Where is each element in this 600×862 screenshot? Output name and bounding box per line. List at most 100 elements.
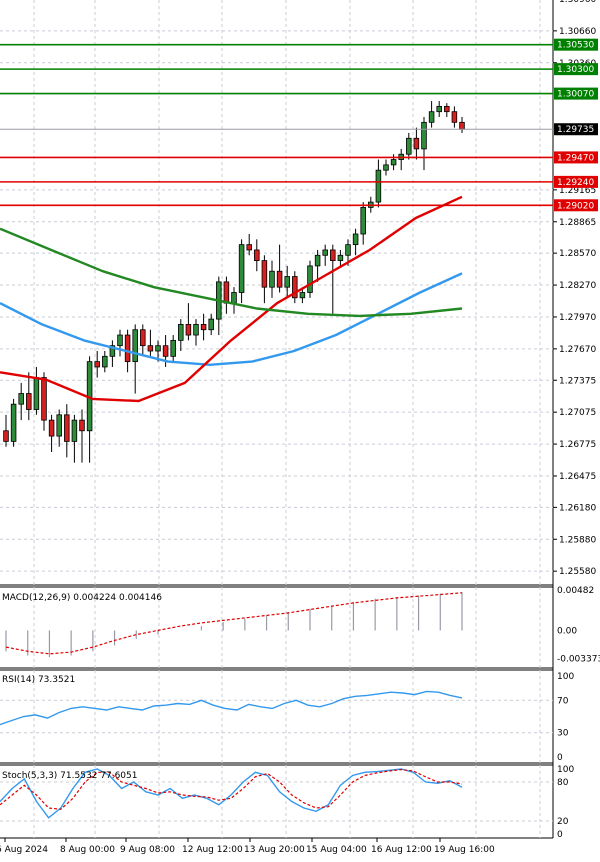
candle-body <box>451 111 458 123</box>
candle-body <box>18 393 24 405</box>
candle-body <box>193 324 199 336</box>
rsi-tick-label: 30 <box>557 729 569 739</box>
candle-body <box>33 377 40 410</box>
candle-body <box>261 260 268 288</box>
rsi-tick-label: 70 <box>557 696 569 706</box>
price-tick-label: 1.26775 <box>559 440 596 450</box>
candle-body <box>10 403 17 442</box>
candle-body <box>322 249 328 256</box>
candle-body <box>223 281 230 304</box>
stoch-d-line <box>0 768 463 810</box>
candle-body <box>254 249 260 261</box>
candle-body <box>56 414 62 437</box>
level-price-tag <box>554 199 598 212</box>
candle-body <box>292 276 298 299</box>
level-price-tag <box>554 63 598 76</box>
candle-body <box>428 111 435 123</box>
price-tick-label: 1.27075 <box>559 408 596 418</box>
x-axis-label: 9 Aug 08:00 <box>120 845 175 855</box>
price-tick-label: 1.27375 <box>559 376 596 386</box>
candle-body <box>276 270 283 288</box>
stoch-k-line <box>0 768 463 819</box>
candle-body <box>71 419 78 442</box>
candle-body <box>375 169 382 203</box>
level-price-label: 1.30070 <box>557 90 594 100</box>
candle-body <box>147 345 154 352</box>
rsi-label: RSI(14) 73.3521 <box>2 675 75 685</box>
candle-body <box>238 244 245 293</box>
level-price-label: 1.29470 <box>557 153 594 163</box>
price-tick-label: 1.27970 <box>559 313 596 323</box>
macd-tick-label: 0.00482 <box>557 586 594 596</box>
price-tick-label: 1.25580 <box>559 567 596 577</box>
x-axis-label: 16 Aug 12:00 <box>371 845 432 855</box>
candle-body <box>26 393 32 410</box>
stoch-tick-label: 100 <box>557 765 574 775</box>
moving-average-line <box>0 227 463 318</box>
current-price-tag <box>554 123 598 136</box>
candle-body <box>444 105 450 113</box>
level-price-tag <box>554 151 598 164</box>
moving-average-line <box>0 272 463 366</box>
candle-body <box>330 249 336 261</box>
candle-body <box>284 276 290 288</box>
x-axis-label: 6 Aug 2024 <box>0 845 48 855</box>
x-axis-label: 19 Aug 16:00 <box>434 845 495 855</box>
rsi-tick-label: 0 <box>557 753 563 763</box>
candle-body <box>383 164 389 171</box>
level-price-tag <box>554 38 598 51</box>
price-tick-label: 1.27670 <box>559 345 596 355</box>
candle-body <box>307 265 313 293</box>
candle-body <box>269 270 275 288</box>
candle-body <box>94 361 100 368</box>
macd-label: MACD(12,26,9) 0.004224 0.004146 <box>2 593 162 603</box>
macd-signal-line <box>5 592 463 655</box>
price-tick-label: 1.26180 <box>559 503 596 513</box>
candle-body <box>140 329 146 347</box>
x-axis-label: 15 Aug 04:00 <box>306 845 367 855</box>
stoch-tick-label: 20 <box>557 817 569 827</box>
candle-body <box>170 339 176 357</box>
level-price-label: 1.30530 <box>557 41 594 51</box>
candle-body <box>436 105 442 113</box>
price-tick-label: 1.30960 <box>559 0 596 5</box>
x-axis-label: 13 Aug 20:00 <box>244 845 305 855</box>
candle-body <box>231 292 237 304</box>
price-tick-label: 1.28570 <box>559 249 596 259</box>
candle-body <box>79 419 85 432</box>
rsi-line <box>0 690 463 726</box>
stoch-tick-label: 0 <box>557 830 563 840</box>
stoch-label: Stoch(5,3,3) 71.5532 77.6051 <box>2 771 137 781</box>
candle-body <box>413 137 420 150</box>
candle-body <box>352 233 359 246</box>
candle-body <box>41 377 47 421</box>
level-price-label: 1.29020 <box>557 201 594 211</box>
candle-body <box>178 324 184 341</box>
candle-body <box>246 244 252 251</box>
candle-body <box>102 355 108 368</box>
candle-body <box>48 419 55 437</box>
candle-body <box>390 159 397 166</box>
stoch-tick-label: 80 <box>557 778 569 788</box>
macd-tick-label: 0.00 <box>557 626 577 636</box>
price-tick-label: 1.30660 <box>559 27 596 37</box>
candle-body <box>124 334 131 363</box>
price-tick-label: 1.29165 <box>559 186 596 196</box>
candle-body <box>155 345 161 352</box>
candle-body <box>421 121 427 150</box>
candle-body <box>299 292 306 299</box>
x-axis-label: 12 Aug 12:00 <box>182 845 243 855</box>
candle-body <box>459 121 465 130</box>
level-price-tag <box>554 87 598 100</box>
level-price-label: 1.29240 <box>557 178 594 188</box>
candle-body <box>200 324 207 331</box>
level-price-tag <box>554 175 598 188</box>
candle-body <box>162 345 169 357</box>
candle-body <box>117 334 123 347</box>
candle-body <box>406 137 412 155</box>
moving-average-line <box>0 195 463 403</box>
price-tick-label: 1.25880 <box>559 535 596 545</box>
price-tick-label: 1.26475 <box>559 472 596 482</box>
